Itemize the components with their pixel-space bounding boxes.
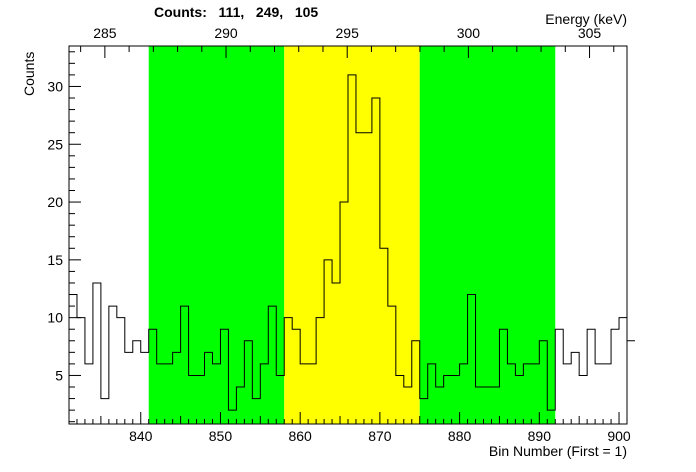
x-tick-label: 890 — [528, 428, 552, 444]
y-axis: 5 10 15 20 25 30 — [47, 51, 81, 423]
y-tick-label: 15 — [47, 252, 63, 268]
x-tick-label: 870 — [368, 428, 392, 444]
y-axis-title: Counts — [21, 52, 37, 96]
energy-axis-title: Energy (keV) — [545, 11, 627, 27]
energy-tick-label: 300 — [457, 25, 481, 41]
region-background-right — [419, 46, 556, 424]
x-tick-label: 880 — [448, 428, 472, 444]
x-axis-title: Bin Number (First = 1) — [489, 443, 627, 459]
counts-summary: Counts: 111, 249, 105 — [154, 4, 319, 20]
y-tick-label: 25 — [47, 136, 63, 152]
energy-axis: 285 290 295 300 305 — [80, 25, 615, 58]
x-tick-label: 860 — [288, 428, 312, 444]
energy-tick-label: 285 — [93, 25, 117, 41]
x-tick-label: 840 — [129, 428, 153, 444]
histogram-layer — [69, 74, 635, 411]
y-tick-label: 20 — [47, 194, 63, 210]
energy-tick-label: 290 — [214, 25, 238, 41]
x-tick-label: 850 — [209, 428, 233, 444]
x-tick-label: 900 — [607, 428, 631, 444]
energy-tick-label: 305 — [578, 25, 602, 41]
region-layer — [148, 46, 556, 424]
histogram-series — [69, 74, 635, 411]
region-peak — [284, 46, 420, 424]
energy-tick-label: 295 — [336, 25, 360, 41]
region-background-left — [148, 46, 285, 424]
x-axis: 840 850 860 870 880 890 900 — [68, 412, 631, 444]
y-tick-label: 5 — [55, 367, 63, 383]
y-tick-label: 30 — [47, 78, 63, 94]
y-tick-label: 10 — [47, 310, 63, 326]
